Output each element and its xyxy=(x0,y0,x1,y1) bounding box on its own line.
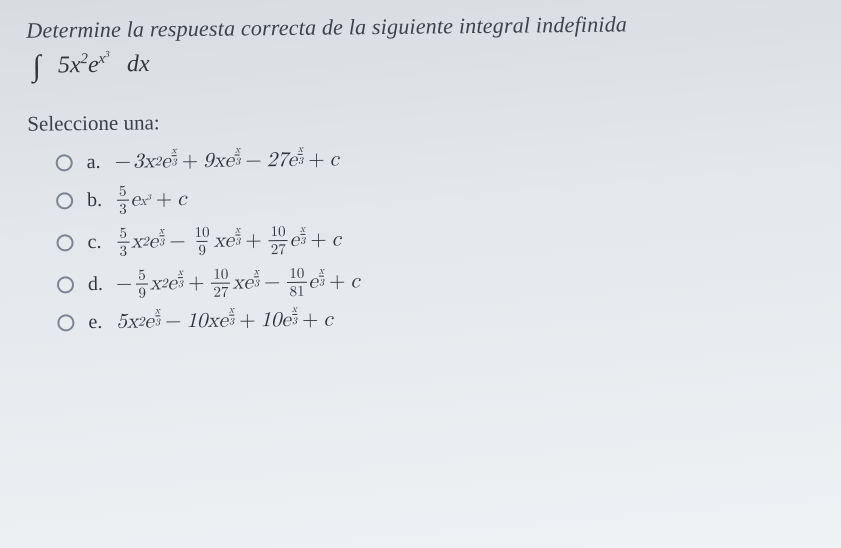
option-letter: c. xyxy=(87,231,115,254)
option-formula: 53x2ex3−109xex3+1027ex3+c xyxy=(115,223,341,258)
option-formula: 53ex3+c xyxy=(115,183,187,217)
option-a[interactable]: a.−3x2ex3+9xex3−27ex3+c xyxy=(56,142,817,175)
radio-icon[interactable] xyxy=(56,154,73,171)
integral-dx: dx xyxy=(127,51,150,77)
integral-body: 5x2ex3 xyxy=(58,51,116,78)
option-e[interactable]: e.5x2ex3−10xex3+10ex3+c xyxy=(57,302,818,335)
option-d[interactable]: d.−59x2ex3+1027xex3−1081ex3+c xyxy=(57,260,818,301)
option-letter: b. xyxy=(87,189,115,212)
option-formula: −59x2ex3+1027xex3−1081ex3+c xyxy=(116,265,360,301)
integral-symbol: ∫ xyxy=(33,50,42,84)
option-c[interactable]: c.53x2ex3−109xex3+1027ex3+c xyxy=(56,218,817,259)
option-letter: e. xyxy=(88,311,116,334)
radio-icon[interactable] xyxy=(57,314,74,331)
integral-expression: ∫ 5x2ex3 dx xyxy=(33,41,816,83)
select-one-label: Seleccione una: xyxy=(27,103,816,136)
radio-icon[interactable] xyxy=(57,276,74,293)
options-list: a.−3x2ex3+9xex3−27ex3+cb.53ex3+cc.53x2ex… xyxy=(56,142,819,335)
option-letter: a. xyxy=(87,151,115,174)
radio-icon[interactable] xyxy=(56,192,73,209)
option-formula: 5x2ex3−10xex3+10ex3+c xyxy=(116,308,333,335)
option-b[interactable]: b.53ex3+c xyxy=(56,176,817,217)
radio-icon[interactable] xyxy=(56,234,73,251)
option-formula: −3x2ex3+9xex3−27ex3+c xyxy=(115,147,339,174)
option-letter: d. xyxy=(88,273,116,296)
question-text: Determine la respuesta correcta de la si… xyxy=(26,9,815,43)
